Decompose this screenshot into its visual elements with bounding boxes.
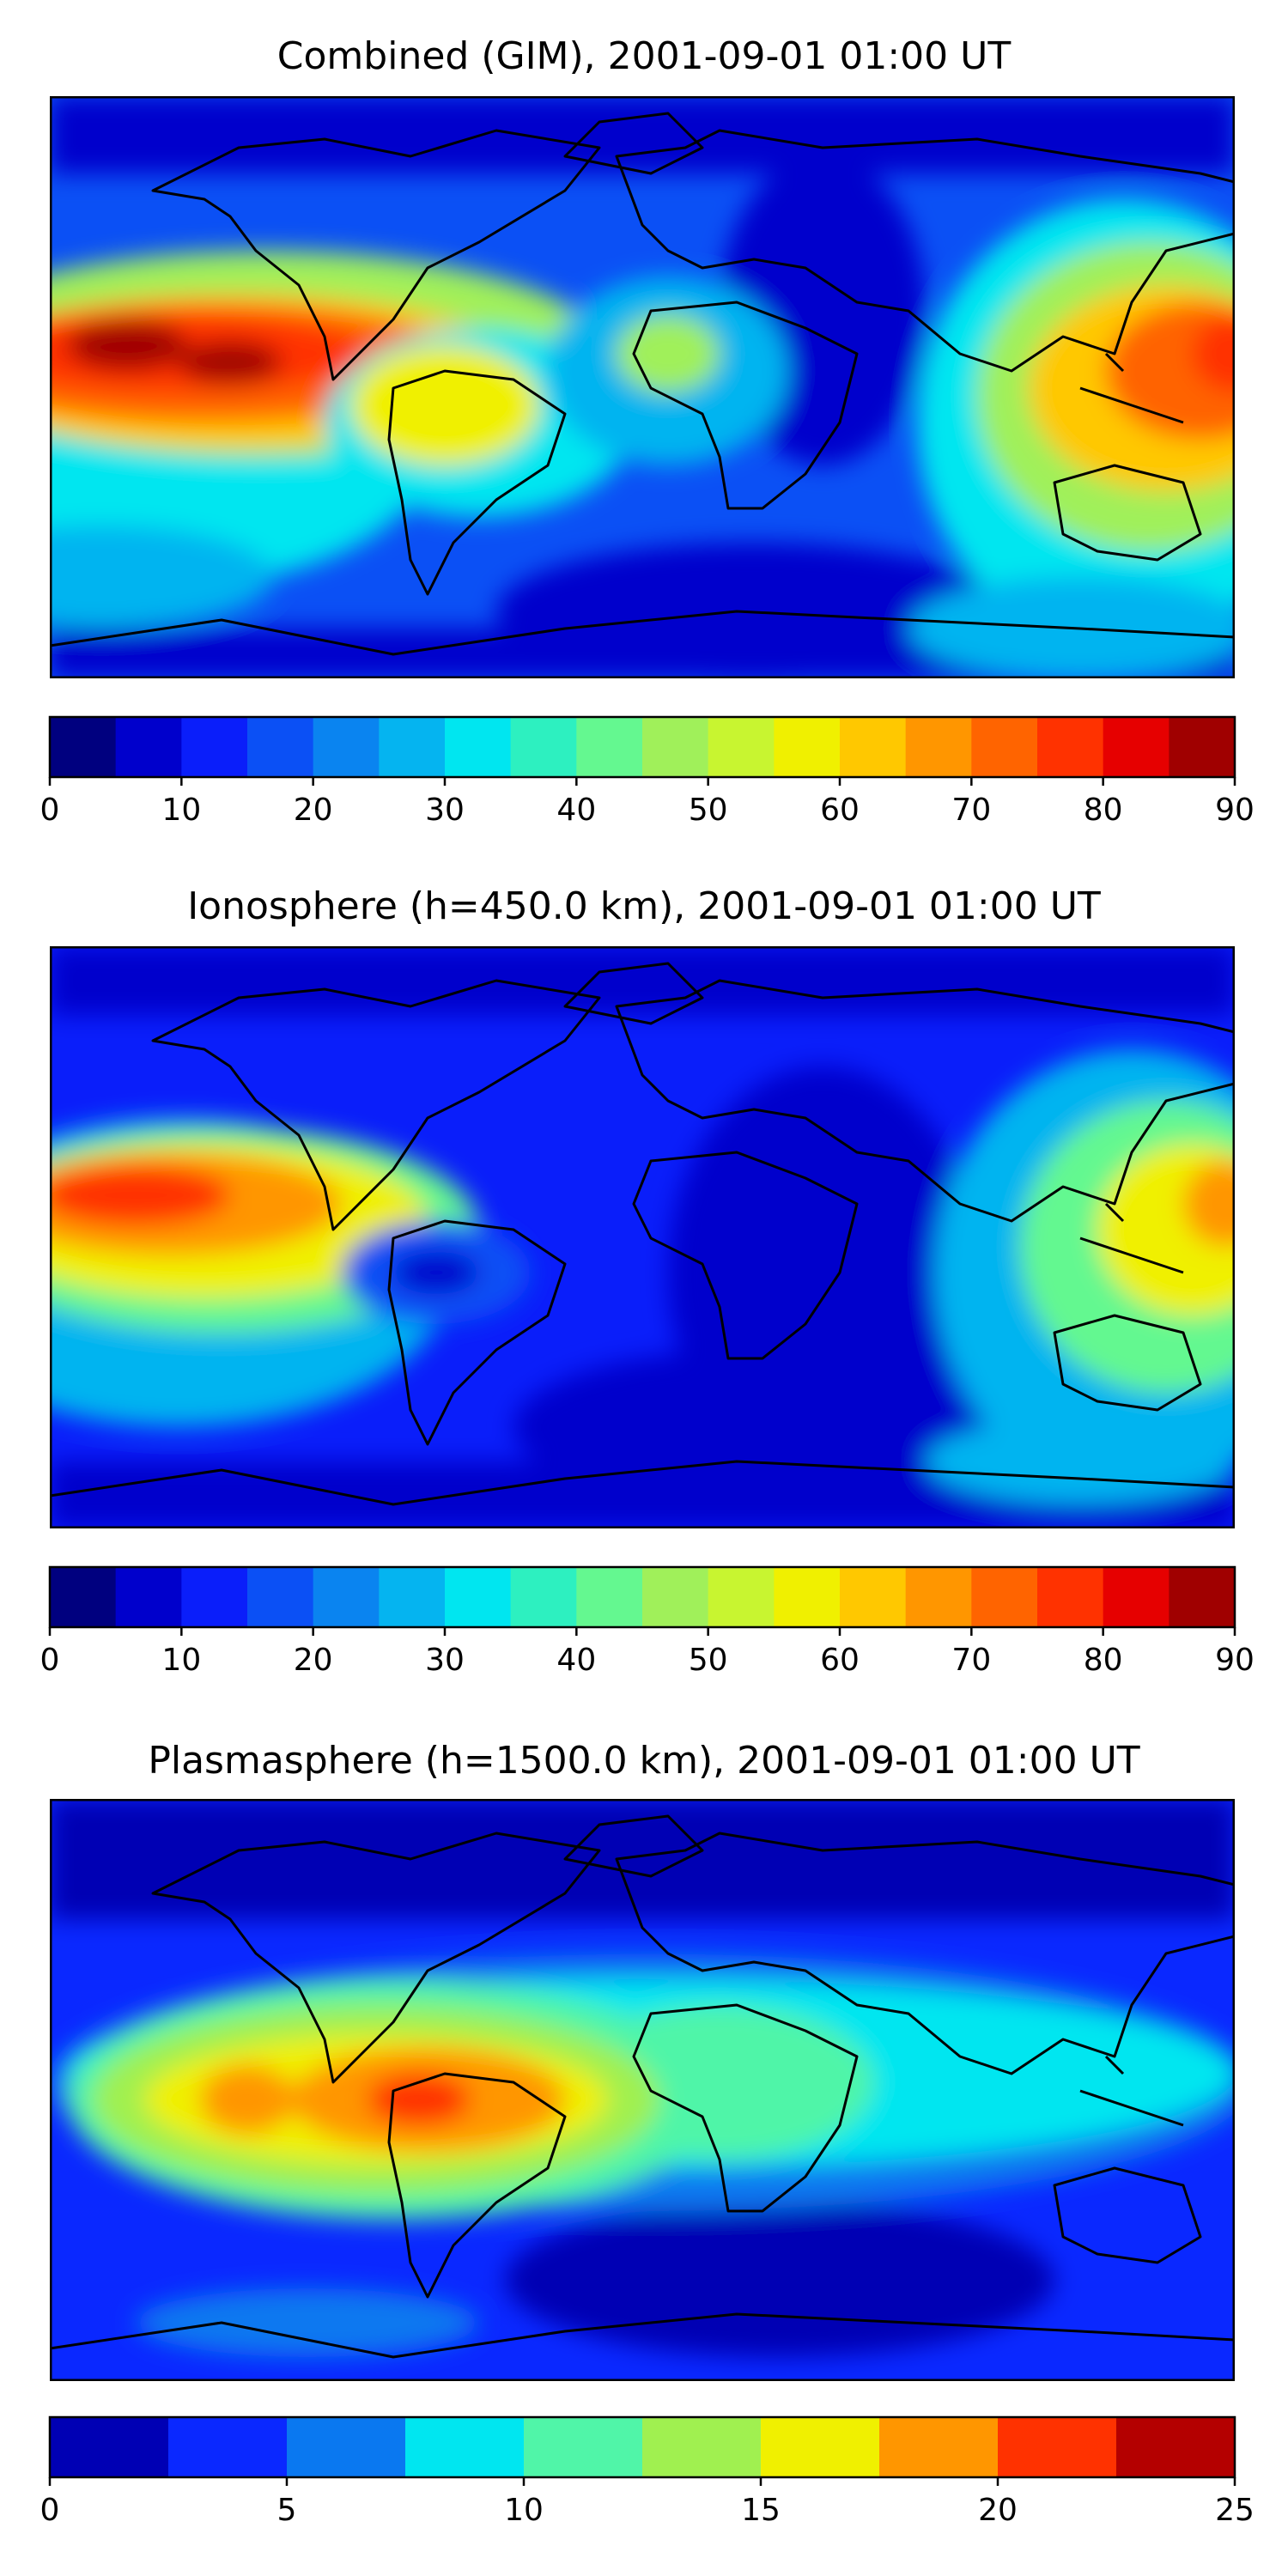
colorbar: 0 10 20 30 40 50 60 70 80 90 (40, 1565, 1255, 1678)
colorbar-swatch (905, 717, 972, 777)
colorbar-swatch (247, 1567, 314, 1627)
plot-frame (50, 96, 1235, 678)
colorbar-tick-label: 10 (161, 793, 201, 828)
coastlines (50, 1814, 1235, 2359)
colorbar-swatch (1169, 717, 1236, 777)
colorbar-tick-label: 50 (689, 1643, 728, 1678)
colorbar-tick-label: 10 (161, 1643, 201, 1678)
panel-ionosphere: Ionosphere (h=450.0 km), 2001-09-01 01:0… (0, 859, 1288, 1717)
colorbar-swatch (971, 1567, 1038, 1627)
colorbar-frame (48, 715, 1236, 779)
colorbar-swatch (510, 1567, 577, 1627)
colorbar-tick-label: 20 (978, 2493, 1018, 2528)
colorbar-swatch (405, 2417, 525, 2477)
coastlines (50, 962, 1235, 1506)
colorbar-swatch (50, 1567, 117, 1627)
colorbar-swatch (642, 717, 709, 777)
colorbar-tick-label: 80 (1084, 1643, 1123, 1678)
colorbar-swatch (115, 1567, 182, 1627)
colorbar-tick-label: 90 (1215, 1643, 1255, 1678)
colorbar-frame (48, 1565, 1236, 1629)
colorbar-swatch (1037, 717, 1104, 777)
colorbar-swatch (1169, 1567, 1236, 1627)
colorbar-tick-label: 30 (425, 1643, 465, 1678)
colorbar-tick-label: 60 (820, 793, 860, 828)
plot-frame (50, 1799, 1235, 2381)
colorbar: 0 10 20 30 40 50 60 70 80 90 (40, 715, 1255, 828)
colorbar-tick-label: 20 (294, 1643, 333, 1678)
colorbar-swatch (1116, 2417, 1236, 2477)
colorbar-tick-label: 25 (1215, 2493, 1255, 2528)
colorbar-swatch (287, 2417, 406, 2477)
colorbar-tick-label: 0 (40, 793, 60, 828)
colorbar-swatch (998, 2417, 1117, 2477)
colorbar-tick-label: 80 (1084, 793, 1123, 828)
colorbar-swatch (576, 1567, 643, 1627)
colorbar-swatch (181, 717, 248, 777)
colorbar-swatch (445, 717, 512, 777)
plot-frame (50, 946, 1235, 1528)
colorbar-tick-label: 10 (504, 2493, 544, 2528)
colorbar-swatch (774, 717, 841, 777)
colorbar-tick-label: 70 (951, 1643, 991, 1678)
colorbar-swatch (905, 1567, 972, 1627)
colorbar-swatch (524, 2417, 643, 2477)
colorbar-swatch (247, 717, 314, 777)
colorbar-tick-label: 20 (294, 793, 333, 828)
colorbar-swatch (313, 1567, 380, 1627)
colorbar-tick-label: 50 (689, 793, 728, 828)
colorbar-tick-label: 0 (40, 2493, 60, 2528)
colorbar-swatch (445, 1567, 512, 1627)
colorbar-tick-label: 30 (425, 793, 465, 828)
colorbar-swatch (971, 717, 1038, 777)
colorbar-swatch (313, 717, 380, 777)
colorbar-swatch (50, 2417, 169, 2477)
heatmap (50, 946, 1235, 1528)
colorbar-tick-label: 0 (40, 1643, 60, 1678)
colorbar-swatch (379, 717, 446, 777)
colorbar: 0 5 10 15 20 25 (40, 2415, 1255, 2528)
colorbar-tick-label: 60 (820, 1643, 860, 1678)
field-contours (50, 946, 1235, 1528)
colorbar-tick-label: 40 (556, 1643, 596, 1678)
panel-combined: Combined (GIM), 2001-09-01 01:00 UT (0, 0, 1288, 859)
colorbar-swatch (761, 2417, 880, 2477)
colorbar-swatch (50, 717, 117, 777)
colorbar-swatch (774, 1567, 841, 1627)
colorbar-tick-label: 70 (951, 793, 991, 828)
colorbar-swatch (1037, 1567, 1104, 1627)
colorbar-swatch (510, 717, 577, 777)
colorbar-frame (48, 2415, 1236, 2479)
colorbar-swatch (168, 2417, 288, 2477)
coastlines (50, 112, 1235, 656)
colorbar-tick-label: 5 (277, 2493, 297, 2528)
colorbar-swatch (1103, 717, 1170, 777)
colorbar-swatch (879, 2417, 999, 2477)
chart-title: Ionosphere (h=450.0 km), 2001-09-01 01:0… (187, 884, 1101, 928)
colorbar-tick-label: 15 (741, 2493, 781, 2528)
colorbar-swatch (576, 717, 643, 777)
colorbar-tick-label: 90 (1215, 793, 1255, 828)
colorbar-swatch (1103, 1567, 1170, 1627)
chart-title: Plasmasphere (h=1500.0 km), 2001-09-01 0… (148, 1739, 1140, 1783)
heatmap (50, 96, 1235, 678)
colorbar-tick-label: 40 (556, 793, 596, 828)
colorbar-swatch (708, 1567, 775, 1627)
colorbar-swatch (642, 2417, 762, 2477)
colorbar-swatch (181, 1567, 248, 1627)
colorbar-swatch (379, 1567, 446, 1627)
colorbar-swatch (115, 717, 182, 777)
colorbar-swatch (840, 1567, 907, 1627)
chart-title: Combined (GIM), 2001-09-01 01:00 UT (276, 34, 1012, 78)
field-contours (50, 96, 1235, 678)
colorbar-swatch (642, 1567, 709, 1627)
colorbar-swatch (840, 717, 907, 777)
panel-plasmasphere: Plasmasphere (h=1500.0 km), 2001-09-01 0… (0, 1717, 1288, 2576)
heatmap (50, 1799, 1235, 2381)
colorbar-swatch (708, 717, 775, 777)
